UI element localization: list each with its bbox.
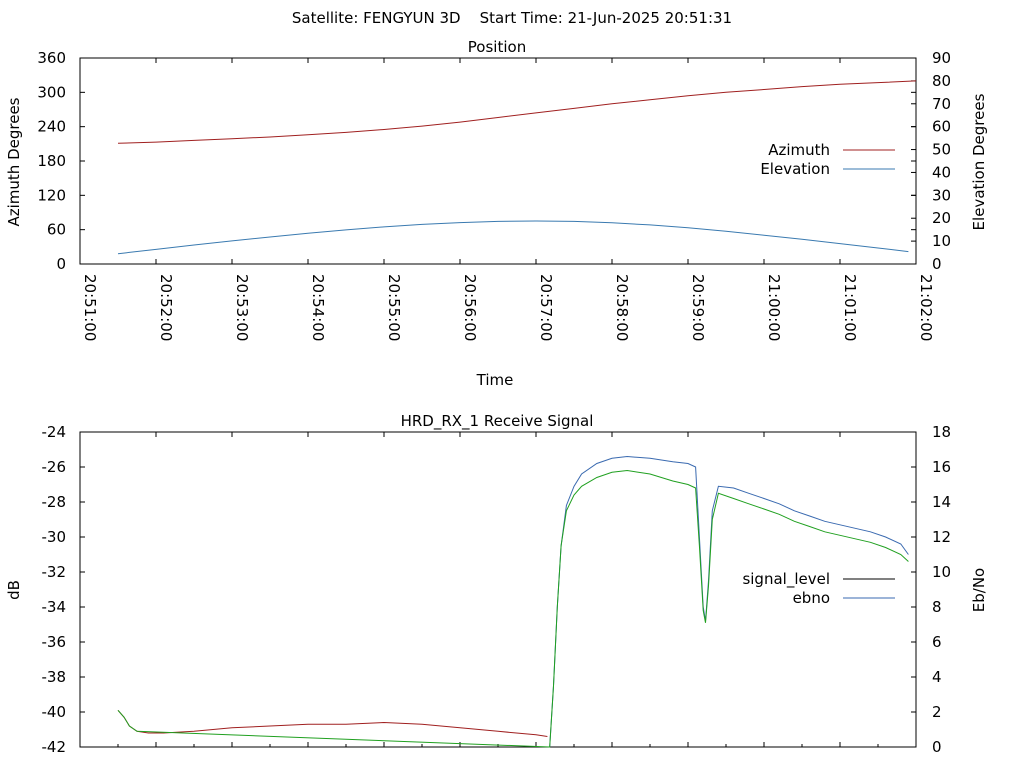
y2-tick-label: 2 bbox=[932, 703, 942, 721]
x-tick-label: 20:52:00 bbox=[157, 274, 175, 341]
y-tick-label: 0 bbox=[56, 255, 66, 273]
y-tick-label: 60 bbox=[47, 221, 66, 239]
x-tick-label: 20:55:00 bbox=[385, 274, 403, 341]
y2-tick-label: 10 bbox=[932, 232, 951, 250]
signal-y-axis-label: dB bbox=[5, 580, 23, 600]
series-line-ebno bbox=[549, 455, 909, 748]
y2-tick-label: 14 bbox=[932, 493, 951, 511]
y2-tick-label: 30 bbox=[932, 186, 951, 204]
x-tick-label: 20:59:00 bbox=[689, 274, 707, 341]
signal-axes: -42 -40 -38 -36 -34 -32 -30 -28 -26 -24 0 2 4 6 8 10 12 1… bbox=[42, 423, 952, 756]
y-tick-label: -26 bbox=[42, 458, 67, 476]
position-chart-title: Position bbox=[468, 38, 526, 56]
y-tick-label: -40 bbox=[42, 703, 67, 721]
y2-tick-label: 40 bbox=[932, 163, 951, 181]
y-tick-label: 240 bbox=[37, 118, 66, 136]
x-tick-label: 20:53:00 bbox=[233, 274, 251, 341]
position-chart: Position Azimuth Degrees Elevation Degre… bbox=[5, 38, 988, 389]
y2-tick-label: 0 bbox=[932, 255, 942, 273]
x-tick-label: 20:58:00 bbox=[613, 274, 631, 341]
y-tick-label: -28 bbox=[42, 493, 67, 511]
legend-label: ebno bbox=[793, 589, 830, 607]
y-tick-label: -24 bbox=[42, 423, 67, 441]
y2-tick-label: 8 bbox=[932, 598, 942, 616]
position-x-axis-label: Time bbox=[476, 371, 514, 389]
x-tick-label: 21:00:00 bbox=[765, 274, 783, 341]
y2-tick-label: 70 bbox=[932, 95, 951, 113]
series-line-Elevation bbox=[117, 220, 909, 255]
position-y-axis-label: Azimuth Degrees bbox=[5, 97, 23, 226]
y2-tick-label: 4 bbox=[932, 668, 942, 686]
x-tick-label: 20:54:00 bbox=[309, 274, 327, 341]
x-tick-label: 20:51:00 bbox=[81, 274, 99, 341]
signal-y2-axis-label: Eb/No bbox=[970, 568, 988, 612]
series-line-Azimuth bbox=[117, 80, 917, 144]
y2-tick-label: 0 bbox=[932, 738, 942, 756]
y-tick-label: 360 bbox=[37, 49, 66, 67]
y2-tick-label: 10 bbox=[932, 563, 951, 581]
x-tick-label: 21:01:00 bbox=[841, 274, 859, 341]
legend-label: Elevation bbox=[760, 160, 830, 178]
y2-tick-label: 6 bbox=[932, 633, 942, 651]
signal-plot-area bbox=[79, 431, 917, 748]
y-tick-label: -34 bbox=[42, 598, 67, 616]
position-axes: 0 60 120 180 240 300 360 0 10 20 30 40 50 60 70 80 90 20:… bbox=[37, 49, 951, 341]
y2-tick-label: 20 bbox=[932, 209, 951, 227]
position-y2-axis-label: Elevation Degrees bbox=[970, 93, 988, 230]
x-tick-label: 20:56:00 bbox=[461, 274, 479, 341]
y2-tick-label: 50 bbox=[932, 141, 951, 159]
header-title: Satellite: FENGYUN 3D Start Time: 21-Jun… bbox=[292, 9, 732, 27]
y2-tick-label: 80 bbox=[932, 72, 951, 90]
y2-tick-label: 12 bbox=[932, 528, 951, 546]
signal-series bbox=[117, 455, 909, 748]
x-tick-label: 20:57:00 bbox=[537, 274, 555, 341]
y-tick-label: -36 bbox=[42, 633, 67, 651]
y2-tick-label: 60 bbox=[932, 118, 951, 136]
y2-tick-label: 90 bbox=[932, 49, 951, 67]
y-tick-label: -32 bbox=[42, 563, 67, 581]
y-tick-label: 180 bbox=[37, 152, 66, 170]
y2-tick-label: 16 bbox=[932, 458, 951, 476]
y-tick-label: 120 bbox=[37, 186, 66, 204]
y-tick-label: 300 bbox=[37, 83, 66, 101]
position-series bbox=[117, 80, 917, 255]
y-tick-label: -38 bbox=[42, 668, 67, 686]
series-line-series-2 bbox=[117, 469, 909, 748]
y2-tick-label: 18 bbox=[932, 423, 951, 441]
signal-chart: HRD_RX_1 Receive Signal dB Eb/No -42-40-… bbox=[5, 412, 988, 756]
y-tick-label: -42 bbox=[42, 738, 67, 756]
y-tick-label: -30 bbox=[42, 528, 67, 546]
x-tick-label: 21:02:00 bbox=[917, 274, 935, 341]
signal-chart-title: HRD_RX_1 Receive Signal bbox=[401, 412, 594, 431]
legend-label: signal_level bbox=[742, 570, 830, 589]
legend-label: Azimuth bbox=[768, 141, 830, 159]
